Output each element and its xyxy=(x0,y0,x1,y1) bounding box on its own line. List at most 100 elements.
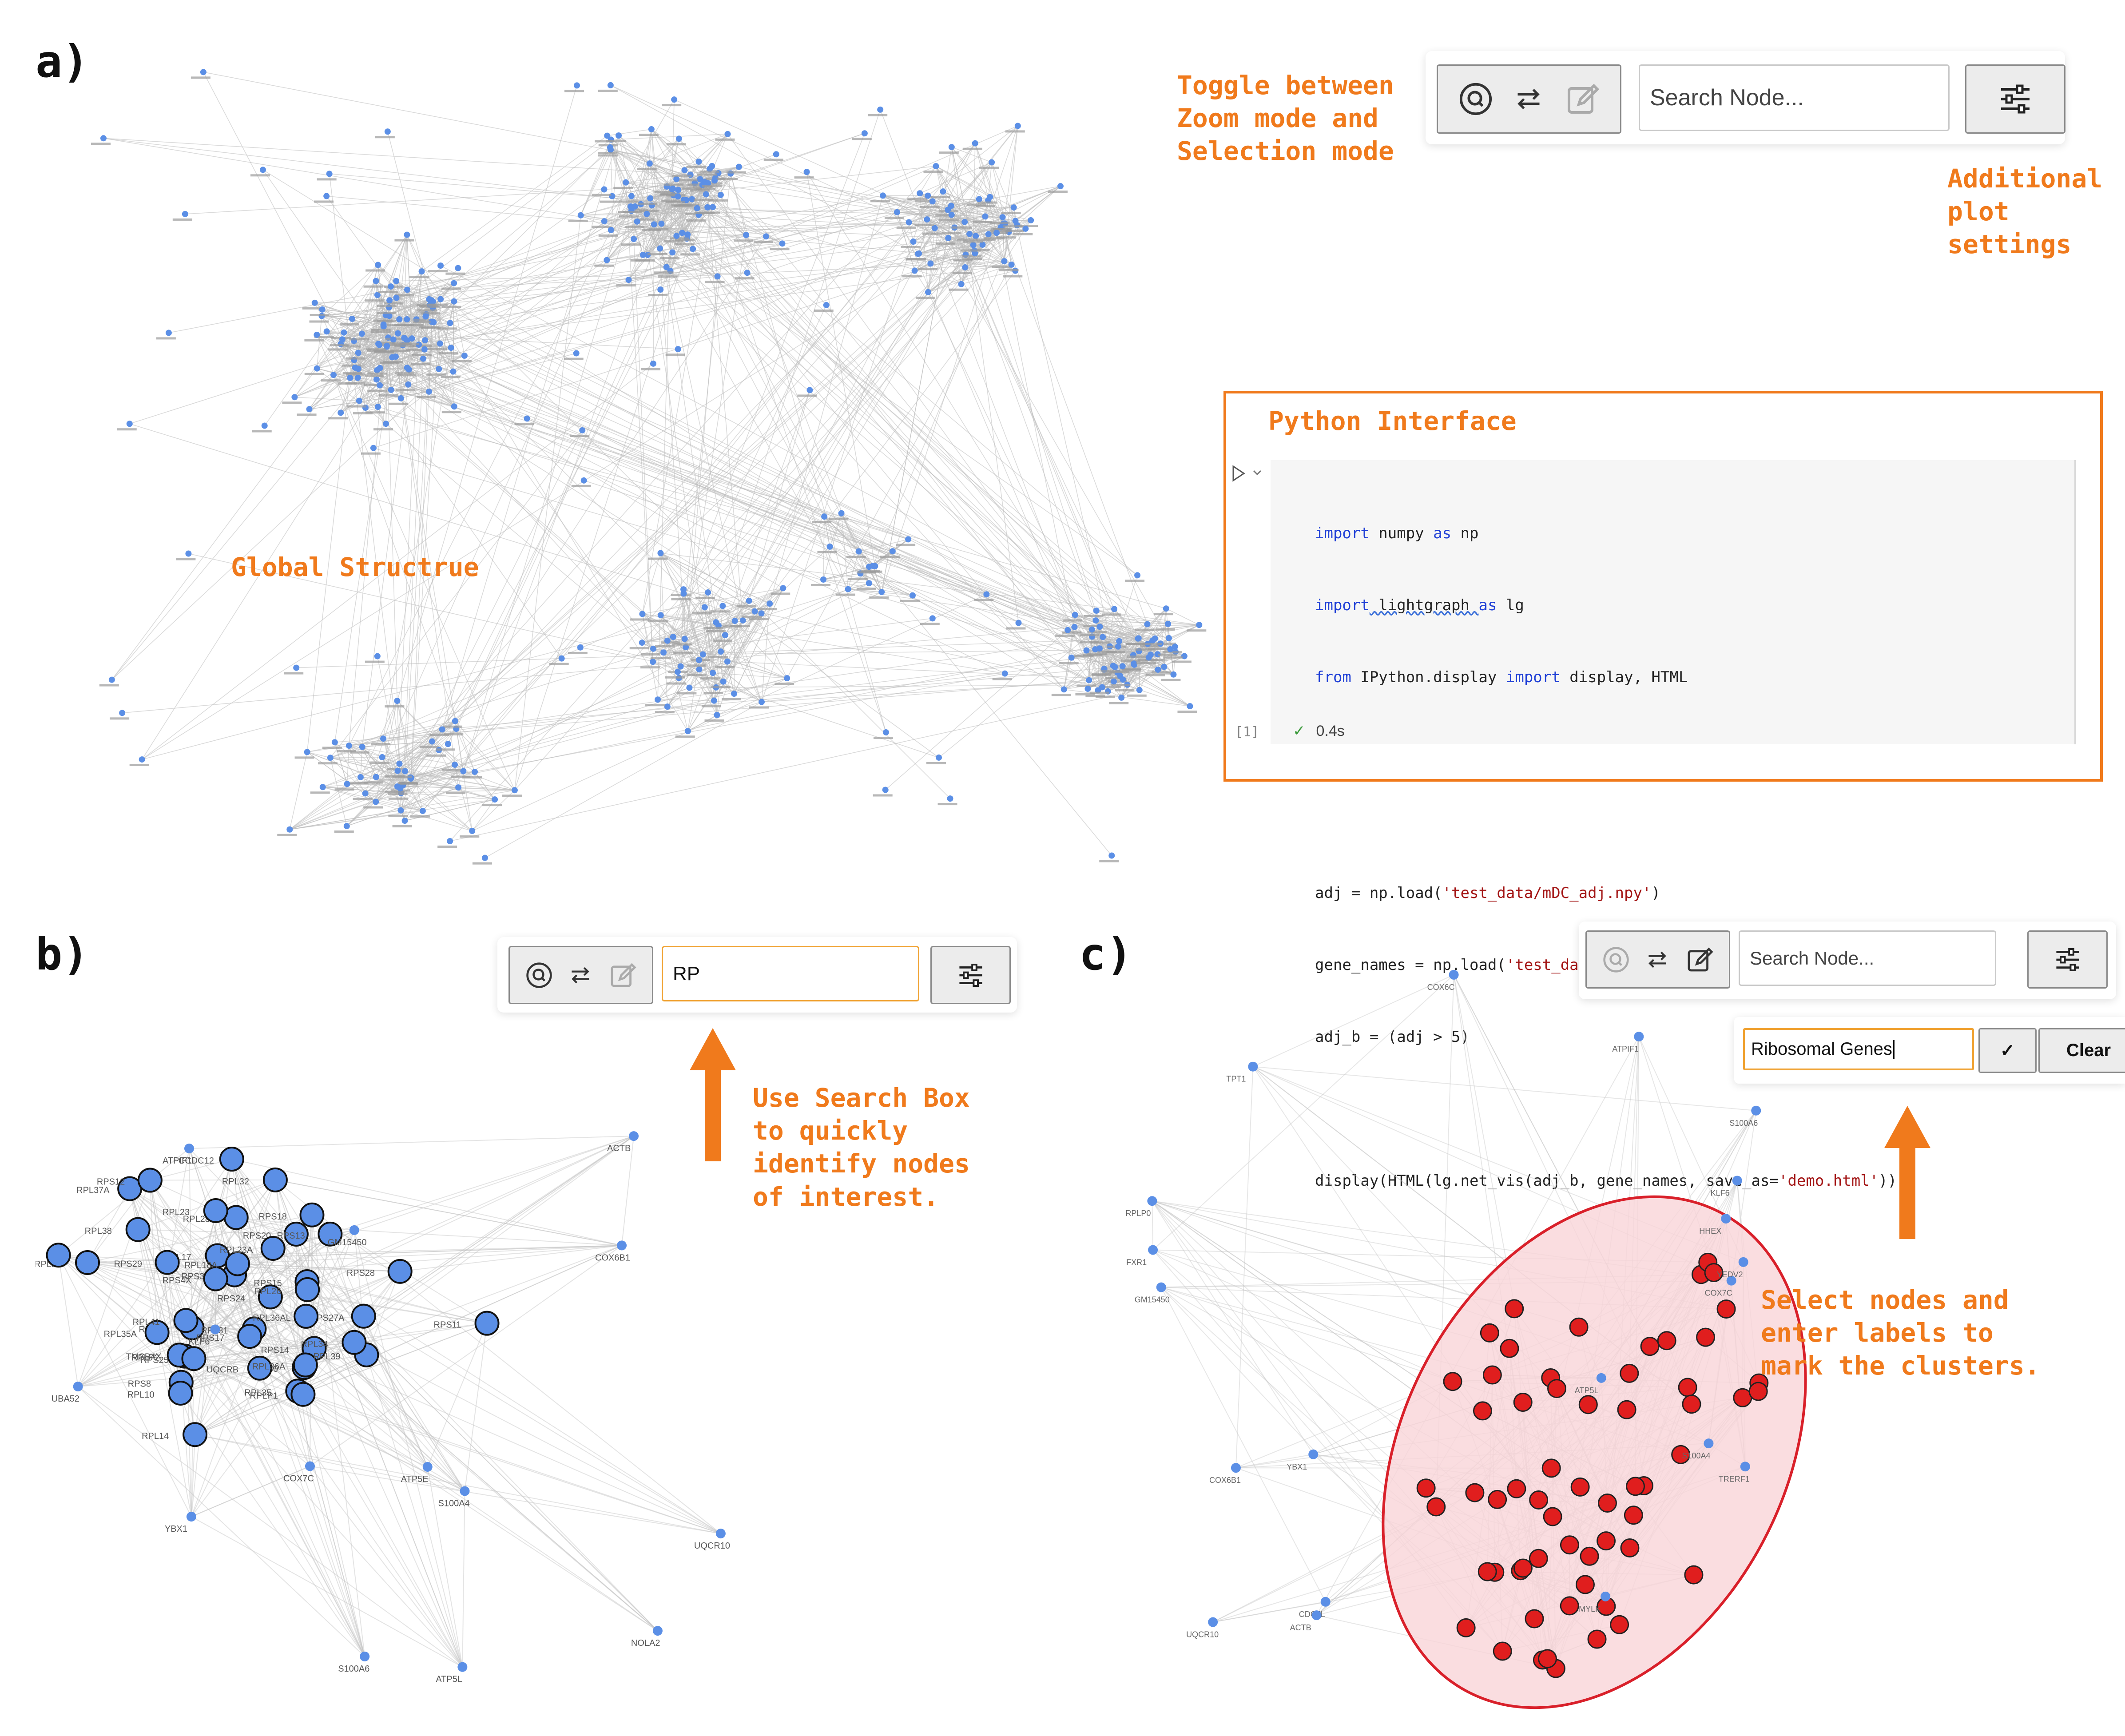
node-label xyxy=(365,660,385,663)
network-node xyxy=(677,663,684,670)
network-node xyxy=(679,230,686,236)
node-label xyxy=(396,374,416,377)
network-node xyxy=(356,397,362,404)
network-graph-c[interactable]: HHEXTRERF1RPLP0S100A6UQCR10CDC5LFXR1TPT1… xyxy=(1119,915,2125,1728)
network-edge xyxy=(965,264,1012,268)
pencil-icon[interactable] xyxy=(1685,945,1714,974)
network-edge xyxy=(667,593,684,641)
sliders-icon[interactable] xyxy=(2054,947,2082,972)
network-edge xyxy=(610,85,918,254)
network-node xyxy=(293,1352,318,1378)
mode-toggle-button[interactable] xyxy=(1437,64,1621,134)
node-label xyxy=(1145,674,1165,676)
node-label xyxy=(377,305,397,307)
network-node xyxy=(380,735,387,742)
node-label xyxy=(770,248,790,250)
node-label xyxy=(682,187,702,190)
swap-icon[interactable] xyxy=(568,963,593,988)
network-node xyxy=(657,550,664,556)
network-node xyxy=(1704,1263,1724,1283)
play-icon[interactable] xyxy=(1231,465,1266,482)
node-label: YBX1 xyxy=(165,1524,187,1534)
network-edge xyxy=(195,1354,367,1435)
node-label xyxy=(939,151,959,154)
network-node xyxy=(393,278,400,284)
global-network-view[interactable] xyxy=(44,22,1235,915)
zoom-icon[interactable] xyxy=(1602,946,1630,973)
network-node xyxy=(1028,217,1034,224)
code-cell[interactable]: import numpy as np import lightgraph as … xyxy=(1271,460,2076,1190)
node-label xyxy=(923,171,943,173)
network-node xyxy=(987,194,993,200)
toggle-annotation-line-3: Selection mode xyxy=(1177,136,1394,167)
search-node-input[interactable]: Search Node... xyxy=(1639,64,1950,131)
pencil-icon[interactable] xyxy=(608,961,637,989)
network-node xyxy=(1617,1400,1636,1419)
network-edge xyxy=(234,1274,465,1492)
node-label xyxy=(896,226,916,229)
network-edge xyxy=(934,143,976,228)
network-node xyxy=(803,169,810,175)
network-node xyxy=(719,603,726,609)
selection-network-view[interactable]: HHEXTRERF1RPLP0S100A6UQCR10CDC5LFXR1TPT1… xyxy=(1119,915,2125,1728)
node-label: ATP5L xyxy=(1575,1386,1599,1395)
network-node xyxy=(1152,635,1158,642)
node-label xyxy=(699,170,719,173)
network-node xyxy=(445,741,451,747)
node-label xyxy=(619,200,639,203)
network-edge xyxy=(1086,650,1135,665)
network-edge xyxy=(137,1229,365,1657)
network-node xyxy=(925,192,931,199)
node-label xyxy=(662,104,682,107)
network-node xyxy=(354,374,361,381)
plot-settings-button[interactable] xyxy=(930,946,1011,1004)
node-label xyxy=(753,241,773,243)
node-label xyxy=(1120,659,1140,662)
mode-toggle-button[interactable] xyxy=(1585,930,1730,989)
plot-settings-button[interactable] xyxy=(1965,64,2065,134)
zoom-icon[interactable] xyxy=(1458,82,1493,116)
confirm-label-button[interactable]: ✓ xyxy=(1978,1028,2037,1073)
zoom-icon[interactable] xyxy=(525,961,553,989)
sliders-icon[interactable] xyxy=(1998,83,2033,115)
node-label: COX6B1 xyxy=(595,1253,630,1263)
plot-settings-button[interactable] xyxy=(2027,930,2108,989)
node-label xyxy=(829,517,849,520)
network-node xyxy=(1147,1196,1157,1206)
node-label xyxy=(421,326,441,329)
network-edge xyxy=(647,254,1092,630)
node-label xyxy=(673,651,693,654)
network-edge xyxy=(951,147,992,163)
search-node-input[interactable]: RP xyxy=(662,946,919,1001)
network-edge xyxy=(179,1355,721,1534)
network-edge xyxy=(735,199,980,621)
network-node xyxy=(940,188,946,195)
swap-icon[interactable] xyxy=(1513,83,1544,115)
network-node xyxy=(607,144,614,151)
network-node xyxy=(617,1240,627,1251)
network-node xyxy=(931,225,938,231)
network-edge xyxy=(122,626,1075,714)
node-label: COX7C xyxy=(1705,1289,1732,1298)
cluster-label-input[interactable]: Ribosomal Genes xyxy=(1743,1028,1974,1070)
sliders-icon[interactable] xyxy=(957,963,985,988)
mode-toggle-button[interactable] xyxy=(508,946,653,1004)
pencil-icon[interactable] xyxy=(1565,81,1600,117)
network-edge xyxy=(716,611,755,715)
network-graph-a[interactable] xyxy=(44,22,1235,915)
network-edge xyxy=(881,215,952,592)
node-label: RPS12 xyxy=(97,1177,125,1187)
network-node xyxy=(675,193,681,200)
network-node xyxy=(1620,1538,1640,1557)
network-graph-b[interactable]: RPLP0RPS3RPL30RPS26RPS15CCDC12RPL35RPL32… xyxy=(36,915,1030,1728)
network-node xyxy=(184,1144,194,1154)
clear-label-button[interactable]: Clear xyxy=(2038,1028,2125,1073)
search-node-input[interactable]: Search Node... xyxy=(1739,930,1996,986)
network-edge xyxy=(474,673,1005,772)
swap-icon[interactable] xyxy=(1645,947,1670,972)
network-node xyxy=(1022,225,1029,232)
network-edge xyxy=(401,253,919,399)
search-network-view[interactable]: RPLP0RPS3RPL30RPS26RPS15CCDC12RPL35RPL32… xyxy=(36,915,1030,1728)
node-label xyxy=(451,775,471,778)
network-node xyxy=(418,268,425,275)
